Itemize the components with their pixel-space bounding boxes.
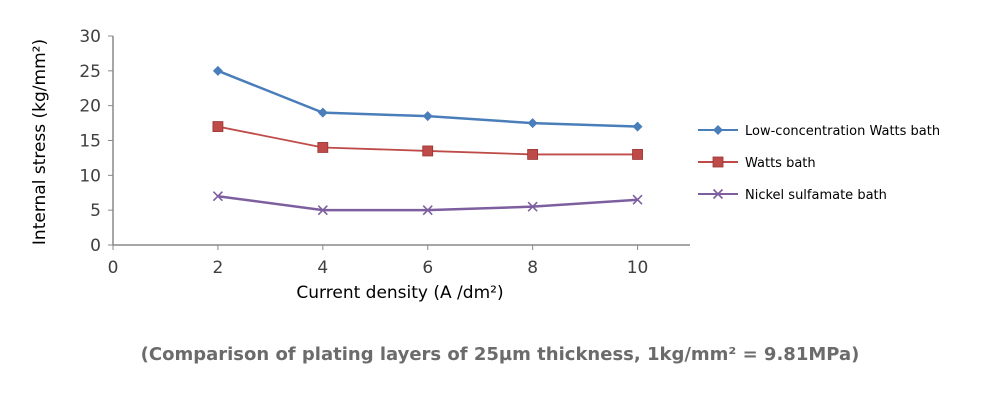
data-point: [632, 149, 643, 160]
y-tick-label: 10: [79, 166, 101, 186]
legend-label: Low-concentration Watts bath: [745, 124, 940, 139]
legend-marker: [712, 188, 724, 200]
y-axis-label: Internal stress (kg/mm²): [30, 39, 50, 245]
data-point: [527, 201, 538, 212]
data-point: [317, 107, 328, 118]
y-tick-label: 5: [90, 201, 101, 221]
data-point: [422, 111, 433, 122]
data-point: [527, 149, 539, 160]
data-point: [422, 145, 434, 157]
chart-footnote: (Comparison of plating layers of 25µm th…: [140, 344, 860, 365]
series-line: [217, 194, 638, 212]
data-point: [212, 121, 224, 132]
x-axis-label: Current density (A /dm²): [296, 283, 503, 303]
x-tick-label: 10: [627, 258, 649, 278]
legend-label: Watts bath: [745, 156, 816, 171]
x-tick-label: 8: [527, 258, 538, 278]
y-tick-label: 0: [90, 236, 101, 256]
y-tick-label: 25: [79, 62, 101, 82]
x-tick-label: 6: [422, 258, 433, 278]
legend-label: Nickel sulfamate bath: [745, 188, 887, 203]
x-tick-label: 4: [317, 258, 328, 278]
data-point: [212, 191, 223, 202]
line-chart: 0 5 10 15 20 25 30 0 2 4 6 8 10 Current density (A /d…: [30, 27, 940, 303]
data-point: [317, 205, 328, 216]
data-point: [632, 121, 643, 132]
y-tick-label: 20: [79, 97, 101, 117]
data-point: [527, 118, 538, 129]
y-tick-label: 15: [79, 132, 101, 152]
x-tick-label: 2: [212, 258, 223, 278]
x-tick-label: 0: [108, 258, 119, 278]
data-point: [422, 205, 433, 216]
data-point: [317, 142, 329, 153]
legend-marker: [713, 125, 723, 135]
data-point: [212, 65, 223, 76]
y-tick-label: 30: [79, 27, 101, 47]
legend-marker: [712, 156, 724, 168]
data-point: [632, 194, 643, 205]
